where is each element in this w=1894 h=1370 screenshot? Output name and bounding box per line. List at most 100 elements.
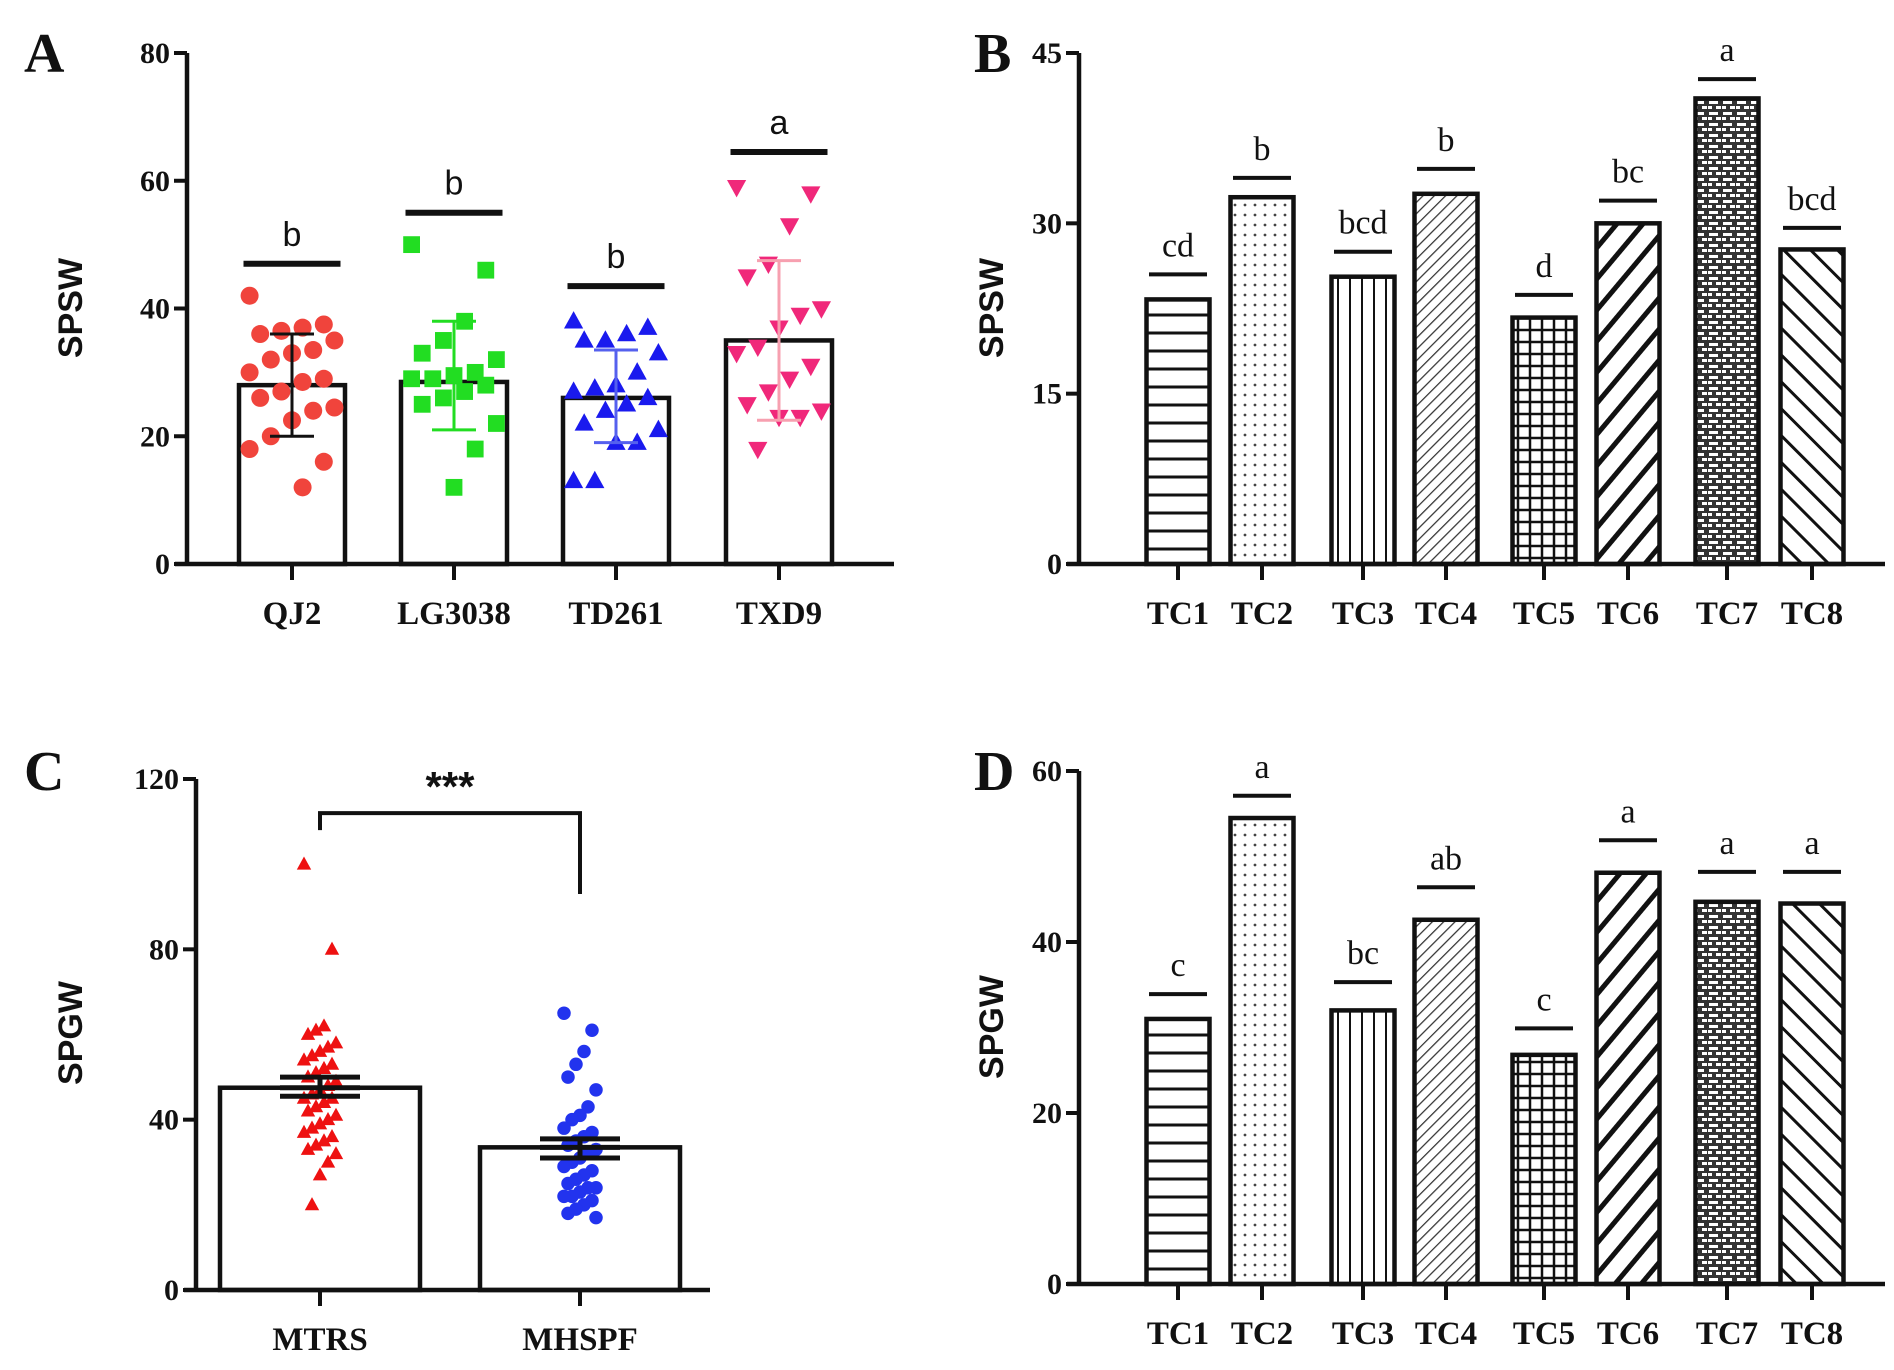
x-tick-label: MHSPF [522, 1322, 637, 1358]
bar-mhspf [477, 1145, 683, 1293]
data-point [569, 1057, 583, 1072]
data-point [251, 325, 270, 344]
data-point [293, 372, 312, 391]
significance-letter: bc [1612, 154, 1644, 191]
data-point [316, 1133, 332, 1147]
data-point [466, 363, 484, 381]
bar-tc1 [1144, 297, 1212, 567]
bar-tc4 [1412, 191, 1480, 567]
y-tick-label: 20 [1032, 1097, 1062, 1130]
significance-letter: a [1804, 825, 1819, 862]
data-point [811, 403, 831, 421]
data-point [324, 1129, 340, 1143]
data-point [445, 478, 463, 496]
significance-letter: bcd [1787, 181, 1836, 218]
x-tick-label: TC8 [1781, 1316, 1843, 1352]
data-point [557, 1189, 571, 1204]
x-tick-label: TC5 [1513, 596, 1575, 632]
y-tick-label: 30 [1032, 207, 1062, 240]
data-point [564, 470, 584, 489]
data-point [316, 1060, 332, 1074]
data-point [585, 470, 605, 489]
y-tick-label: 60 [1032, 755, 1062, 788]
data-point [328, 1146, 344, 1160]
data-point [324, 941, 340, 955]
data-point [240, 286, 259, 305]
y-tick-label: 0 [164, 1274, 179, 1307]
data-point [320, 1154, 336, 1168]
x-tick-label: TC4 [1415, 596, 1477, 632]
x-tick-label: TC7 [1696, 1316, 1758, 1352]
data-point [758, 384, 778, 402]
data-point [314, 452, 333, 471]
bar-tc1 [1144, 1016, 1212, 1287]
significance-letter: cd [1162, 227, 1194, 264]
data-point [320, 1039, 336, 1053]
significance-letter: a [1719, 32, 1734, 69]
data-point [316, 1018, 332, 1032]
y-axis-title: SPGW [52, 980, 90, 1085]
data-point [466, 440, 484, 458]
x-tick-label: TC4 [1415, 1316, 1477, 1352]
data-point [477, 376, 495, 394]
y-tick-label: 45 [1032, 37, 1062, 70]
data-point [325, 331, 344, 350]
data-point [456, 383, 473, 400]
bar-tc5 [1510, 1052, 1578, 1287]
data-point [811, 301, 831, 319]
bar-tc6 [1594, 221, 1662, 567]
data-point [304, 1197, 320, 1211]
data-point [296, 856, 312, 870]
data-point [293, 318, 312, 337]
y-tick-label: 20 [140, 420, 170, 453]
significance-letter: a [1620, 793, 1635, 830]
data-point [488, 415, 505, 432]
data-point [617, 394, 637, 412]
data-point [435, 332, 452, 349]
data-point [314, 315, 333, 334]
data-point [308, 1022, 324, 1036]
significance-letter: bc [1347, 935, 1379, 972]
data-point [727, 346, 747, 364]
data-point [304, 1120, 320, 1134]
data-point [638, 317, 658, 335]
bar-txd9 [723, 338, 835, 567]
significance-letter: a [1254, 749, 1269, 786]
data-point [320, 1112, 336, 1126]
data-point [300, 1103, 316, 1117]
y-tick-label: 120 [134, 763, 179, 796]
data-point [561, 1176, 575, 1191]
data-point [737, 269, 757, 287]
data-point [557, 1159, 571, 1174]
data-point [304, 341, 323, 360]
data-point [557, 1121, 571, 1135]
bar-tc2 [1228, 194, 1296, 567]
data-point [790, 409, 810, 428]
data-point [293, 478, 312, 497]
data-point [577, 1044, 591, 1059]
panel-c: C SPGW 0 40 80 120 MTRS MHSPF *** [24, 741, 710, 1358]
significance-letter: bcd [1338, 205, 1387, 242]
bar-tc7 [1693, 96, 1761, 567]
data-point [272, 382, 291, 401]
data-point [581, 1100, 595, 1114]
data-point [617, 323, 637, 342]
y-tick-label: 80 [149, 933, 179, 966]
data-point [304, 401, 323, 420]
data-point [300, 1026, 316, 1040]
data-point [595, 400, 615, 418]
data-point [316, 1094, 332, 1109]
x-tick-label: TC1 [1147, 1316, 1209, 1352]
significance-letter: b [445, 165, 464, 203]
data-point [564, 381, 584, 399]
significance-letter: b [283, 216, 302, 254]
data-point [240, 363, 259, 382]
y-tick-label: 0 [1047, 548, 1062, 581]
y-axis-title: SPSW [52, 257, 90, 358]
data-point [727, 179, 747, 198]
data-point [561, 1206, 575, 1221]
x-tick-label: TC8 [1781, 596, 1843, 632]
bar-tc4 [1412, 917, 1480, 1287]
